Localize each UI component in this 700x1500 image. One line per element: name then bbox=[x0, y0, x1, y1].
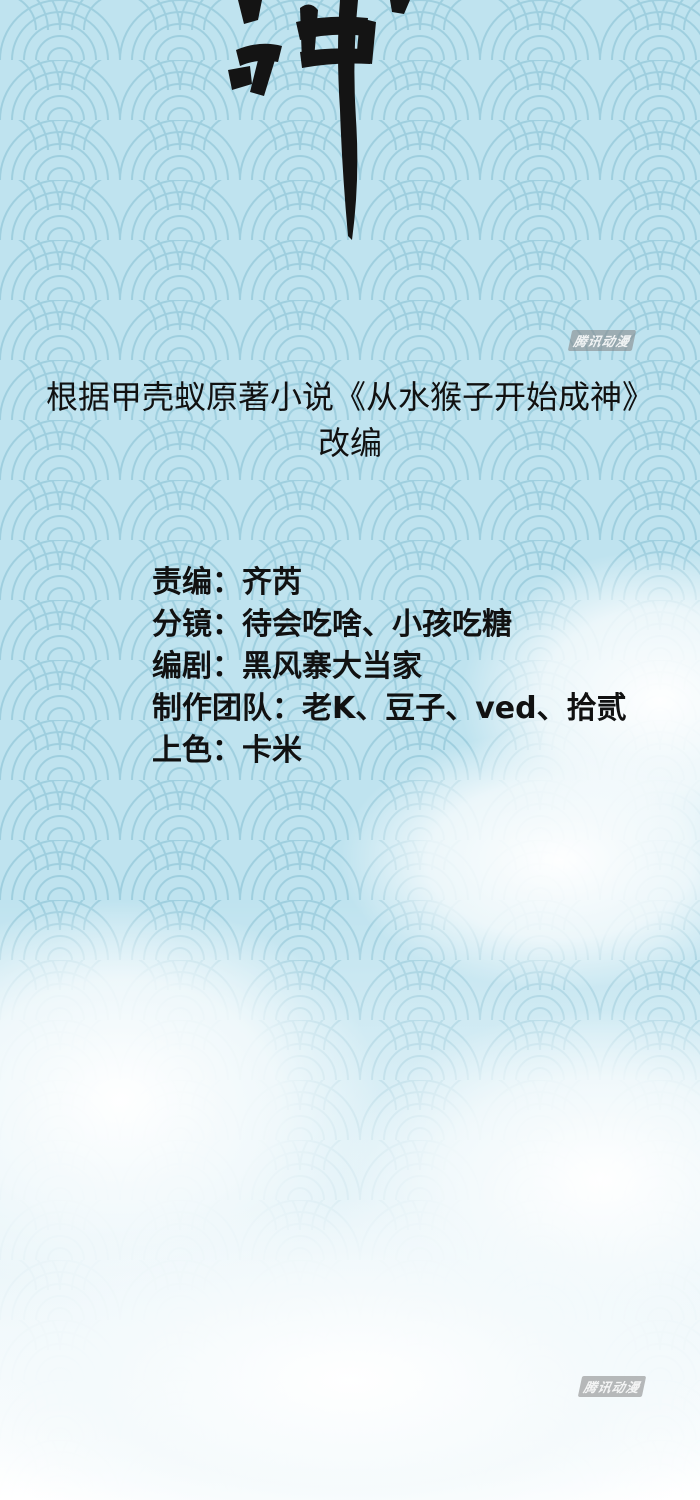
watermark-top: 腾讯动漫 bbox=[567, 330, 637, 351]
credit-role: 分镜： bbox=[152, 607, 242, 642]
calligraphy-character bbox=[228, 0, 410, 240]
credit-role: 责编： bbox=[152, 565, 242, 600]
credit-row-screenwriter: 编剧：黑风寨大当家 bbox=[152, 646, 627, 688]
credit-names: 待会吃啥、小孩吃糖 bbox=[242, 607, 512, 642]
credit-row-coloring: 上色：卡米 bbox=[152, 730, 627, 772]
credit-role: 编剧： bbox=[152, 649, 242, 684]
credit-names: 老K、豆子、ved、拾贰 bbox=[302, 691, 627, 726]
credit-role: 制作团队： bbox=[152, 691, 302, 726]
credit-names: 黑风寨大当家 bbox=[242, 649, 422, 684]
credit-row-production-team: 制作团队：老K、豆子、ved、拾贰 bbox=[152, 688, 627, 730]
credit-row-storyboard: 分镜：待会吃啥、小孩吃糖 bbox=[152, 604, 627, 646]
credit-role: 上色： bbox=[152, 733, 242, 768]
credit-row-editor: 责编：齐芮 bbox=[152, 562, 627, 604]
credit-names: 齐芮 bbox=[242, 565, 302, 600]
source-line-adapted: 改编 bbox=[317, 424, 382, 462]
credits-list: 责编：齐芮 分镜：待会吃啥、小孩吃糖 编剧：黑风寨大当家 制作团队：老K、豆子、… bbox=[152, 562, 627, 772]
watermark-bottom: 腾讯动漫 bbox=[577, 1376, 647, 1397]
source-line: 根据甲壳蚁原著小说《从水猴子开始成神》 bbox=[45, 378, 654, 416]
credit-names: 卡米 bbox=[242, 733, 302, 768]
